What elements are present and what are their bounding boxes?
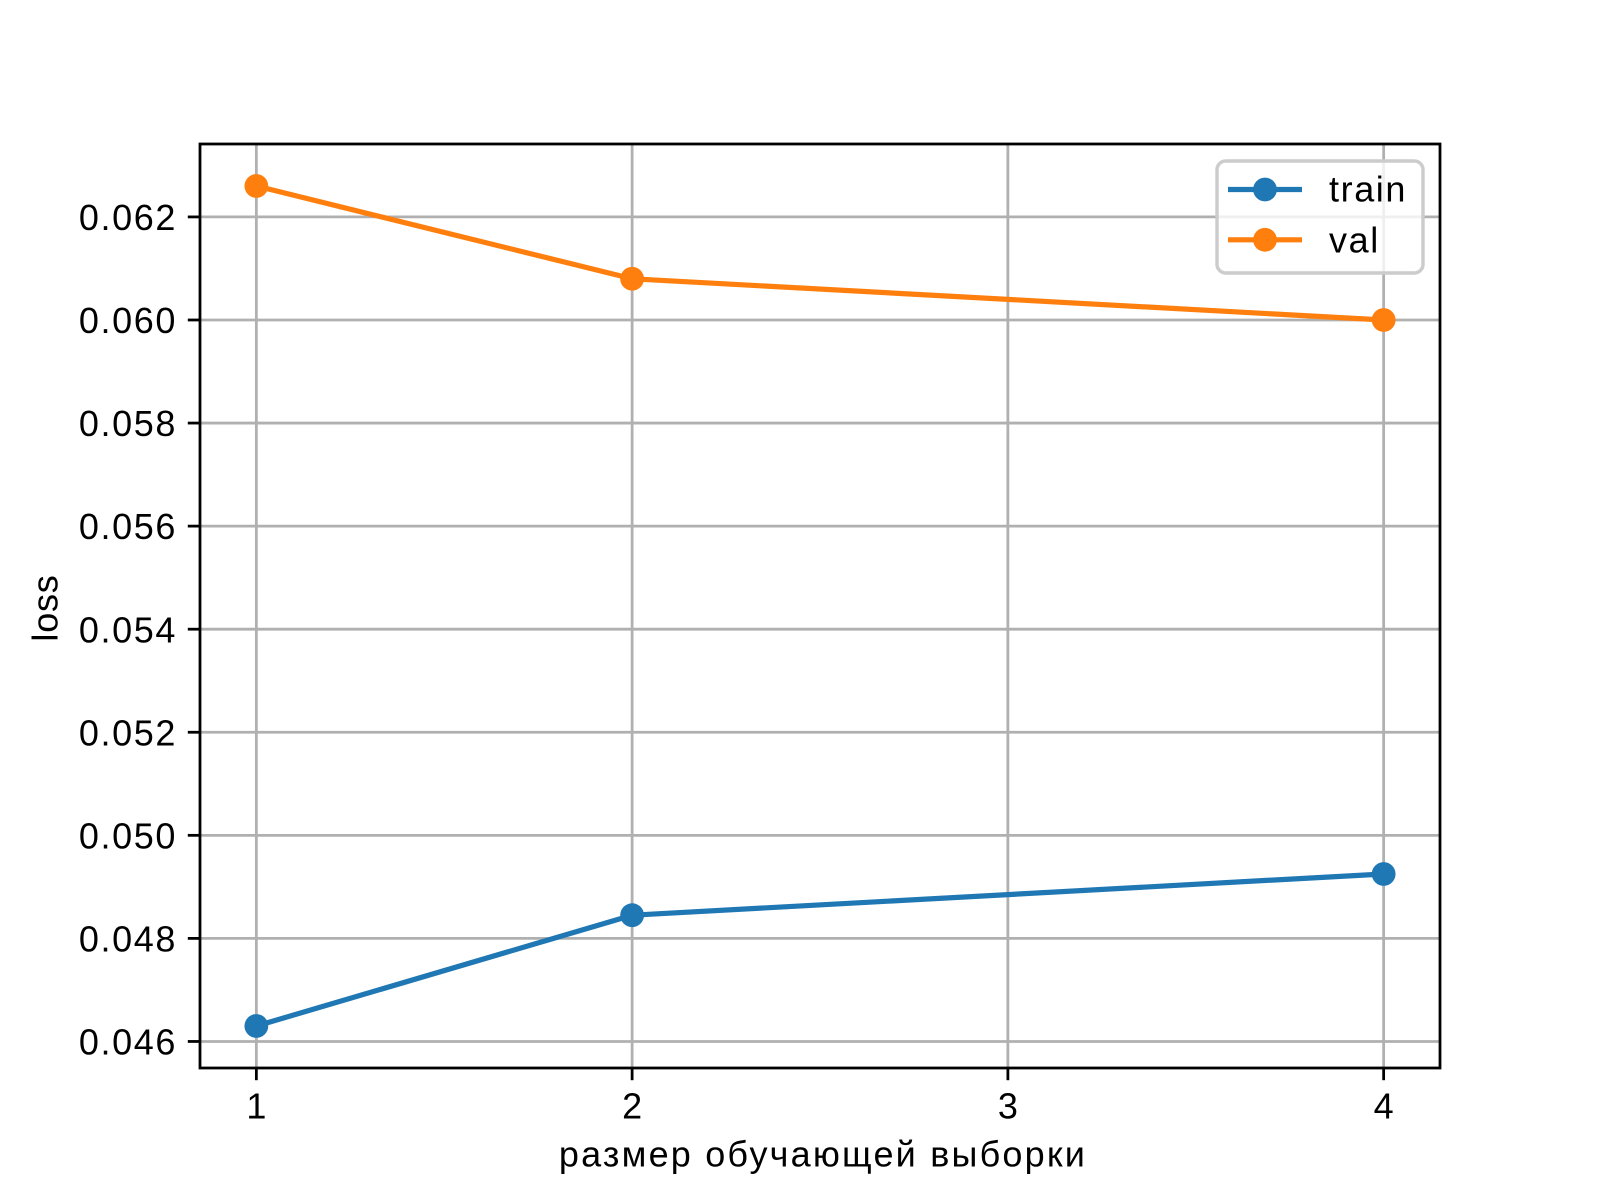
svg-text:val: val — [1329, 220, 1380, 261]
svg-text:train: train — [1329, 169, 1407, 210]
svg-text:0.050: 0.050 — [79, 815, 177, 856]
svg-text:0.060: 0.060 — [79, 300, 177, 341]
svg-text:0.052: 0.052 — [79, 712, 177, 753]
svg-text:0.058: 0.058 — [79, 403, 177, 444]
svg-text:2: 2 — [622, 1086, 642, 1127]
svg-text:0.062: 0.062 — [79, 197, 177, 238]
svg-text:3: 3 — [998, 1086, 1018, 1127]
svg-text:0.048: 0.048 — [79, 919, 177, 960]
svg-text:размер обучающей выборки: размер обучающей выборки — [559, 1134, 1087, 1175]
svg-text:0.046: 0.046 — [79, 1022, 177, 1063]
svg-text:1: 1 — [246, 1086, 266, 1127]
svg-text:loss: loss — [25, 574, 66, 641]
svg-text:4: 4 — [1374, 1086, 1394, 1127]
svg-text:0.056: 0.056 — [79, 506, 177, 547]
svg-text:0.054: 0.054 — [79, 609, 177, 650]
